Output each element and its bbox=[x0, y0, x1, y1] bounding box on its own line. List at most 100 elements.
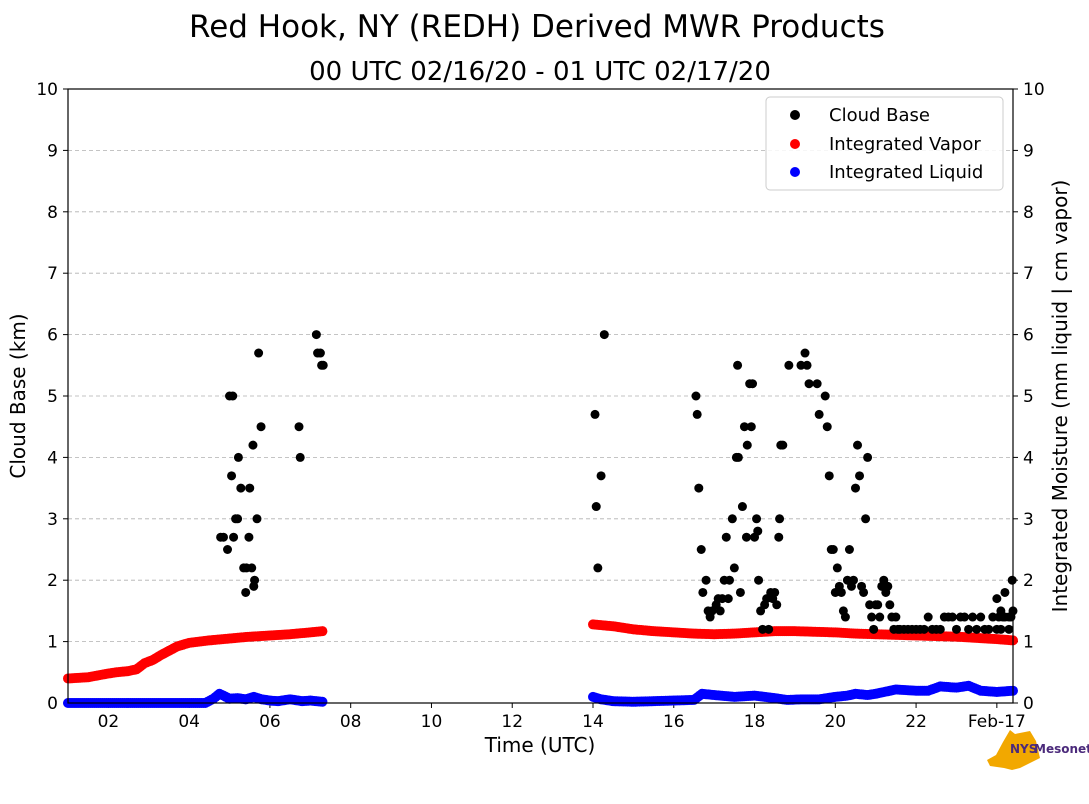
cloud-base-point bbox=[984, 624, 994, 634]
cloud-base-point bbox=[294, 422, 304, 432]
x-tick-label: 08 bbox=[340, 712, 362, 732]
y-right-tick-label: 2 bbox=[1023, 571, 1034, 591]
x-tick-label: 18 bbox=[744, 712, 766, 732]
cloud-base-point bbox=[593, 563, 603, 573]
cloud-base-point bbox=[248, 440, 258, 450]
cloud-base-point bbox=[318, 360, 328, 370]
nys-mesonet-logo: NYS Mesonet bbox=[987, 730, 1089, 770]
cloud-base-point bbox=[855, 471, 865, 481]
cloud-base-point bbox=[596, 471, 606, 481]
y-left-ticks: 0 1 2 3 4 5 6 7 8 9 10 bbox=[36, 80, 68, 714]
cloud-base-point bbox=[701, 575, 711, 585]
cloud-base-point bbox=[236, 483, 246, 493]
cloud-base-point bbox=[996, 624, 1006, 634]
cloud-base-point bbox=[976, 612, 986, 622]
cloud-base-point bbox=[250, 575, 260, 585]
x-tick-label: 14 bbox=[582, 712, 604, 732]
cloud-base-point bbox=[800, 348, 810, 358]
vapor-series bbox=[63, 619, 1018, 684]
legend-marker-liquid bbox=[790, 167, 800, 177]
cloud-base-point bbox=[774, 532, 784, 542]
cloud-base-point bbox=[233, 452, 243, 462]
cloud-base-point bbox=[836, 587, 846, 597]
x-tick-label: Feb-17 bbox=[968, 712, 1026, 732]
cloud-base-point bbox=[875, 612, 885, 622]
cloud-base-point bbox=[311, 330, 321, 340]
cloud-base-point bbox=[698, 587, 708, 597]
cloud-base-point bbox=[245, 483, 255, 493]
cloud-base-point bbox=[748, 379, 758, 389]
x-ticks: 02 04 06 08 10 12 14 16 18 20 22 Feb-17 bbox=[98, 703, 1026, 732]
cloud-base-point bbox=[935, 624, 945, 634]
cloud-base-point bbox=[590, 409, 600, 419]
cloud-base-point bbox=[844, 545, 854, 554]
ny-state-shape bbox=[987, 730, 1040, 770]
cloud-base-point bbox=[891, 612, 901, 622]
cloud-base-point bbox=[715, 606, 725, 616]
x-tick-label: 06 bbox=[259, 712, 281, 732]
cloud-base-point bbox=[951, 624, 961, 634]
x-tick-label: 20 bbox=[824, 712, 846, 732]
cloud-base-point bbox=[772, 600, 782, 610]
cloud-base-point bbox=[764, 624, 774, 634]
x-tick-label: 02 bbox=[98, 712, 120, 732]
cloud-base-point bbox=[840, 612, 850, 622]
y-right-tick-label: 4 bbox=[1023, 448, 1034, 468]
plot-frame bbox=[67, 88, 1014, 704]
cloud-base-point bbox=[725, 575, 734, 585]
cloud-base-point bbox=[861, 514, 871, 524]
legend-label-vapor: Integrated Vapor bbox=[829, 134, 981, 155]
y-right-tick-label: 7 bbox=[1023, 264, 1034, 284]
cloud-base-point bbox=[822, 422, 832, 432]
cloud-base-point bbox=[960, 612, 970, 622]
cloud-base-series bbox=[216, 330, 1018, 634]
cloud-base-point bbox=[733, 452, 743, 462]
cloud-base-point bbox=[947, 612, 957, 622]
y-left-tick-label: 2 bbox=[47, 571, 58, 591]
y-left-tick-label: 9 bbox=[47, 141, 58, 161]
cloud-base-point bbox=[972, 624, 982, 634]
cloud-base-point bbox=[814, 409, 824, 419]
y-left-tick-label: 1 bbox=[47, 633, 58, 653]
cloud-base-point bbox=[252, 514, 262, 524]
cloud-base-point bbox=[1004, 624, 1014, 634]
cloud-base-point bbox=[229, 532, 239, 542]
cloud-base-point bbox=[964, 624, 974, 634]
cloud-base-point bbox=[778, 440, 788, 450]
legend: Cloud Base Integrated Vapor Integrated L… bbox=[765, 96, 1004, 191]
cloud-base-point bbox=[244, 532, 254, 542]
cloud-base-point bbox=[812, 379, 822, 389]
vapor-point bbox=[317, 626, 328, 637]
cloud-base-point bbox=[804, 379, 814, 389]
cloud-base-point bbox=[741, 532, 751, 542]
cloud-base-point bbox=[859, 587, 869, 597]
cloud-base-point bbox=[739, 422, 749, 432]
cloud-base-point bbox=[233, 514, 243, 524]
chart-subtitle: 00 UTC 02/16/20 - 01 UTC 02/17/20 bbox=[309, 57, 771, 87]
legend-box bbox=[765, 96, 1004, 191]
cloud-base-point bbox=[737, 502, 747, 512]
y-right-tick-label: 0 bbox=[1023, 694, 1034, 714]
cloud-base-point bbox=[853, 440, 863, 450]
y-right-tick-label: 9 bbox=[1023, 141, 1034, 161]
cloud-base-point bbox=[992, 594, 1002, 604]
cloud-base-point bbox=[746, 422, 756, 432]
cloud-base-point bbox=[692, 409, 702, 419]
cloud-base-point bbox=[775, 514, 785, 524]
cloud-base-point bbox=[752, 514, 762, 524]
cloud-base-point bbox=[723, 594, 733, 604]
cloud-base-point bbox=[315, 348, 325, 358]
x-tick-label: 16 bbox=[663, 712, 685, 732]
x-tick-label: 10 bbox=[421, 712, 443, 732]
cloud-base-point bbox=[919, 624, 929, 634]
legend-marker-vapor bbox=[790, 139, 800, 149]
y-left-tick-label: 7 bbox=[47, 264, 58, 284]
cloud-base-point bbox=[729, 563, 739, 573]
cloud-base-point bbox=[867, 612, 877, 622]
cloud-base-point bbox=[696, 545, 706, 554]
cloud-base-point bbox=[824, 471, 834, 481]
y-right-tick-label: 5 bbox=[1023, 387, 1034, 407]
x-tick-label: 04 bbox=[178, 712, 200, 732]
cloud-base-point bbox=[998, 612, 1008, 622]
